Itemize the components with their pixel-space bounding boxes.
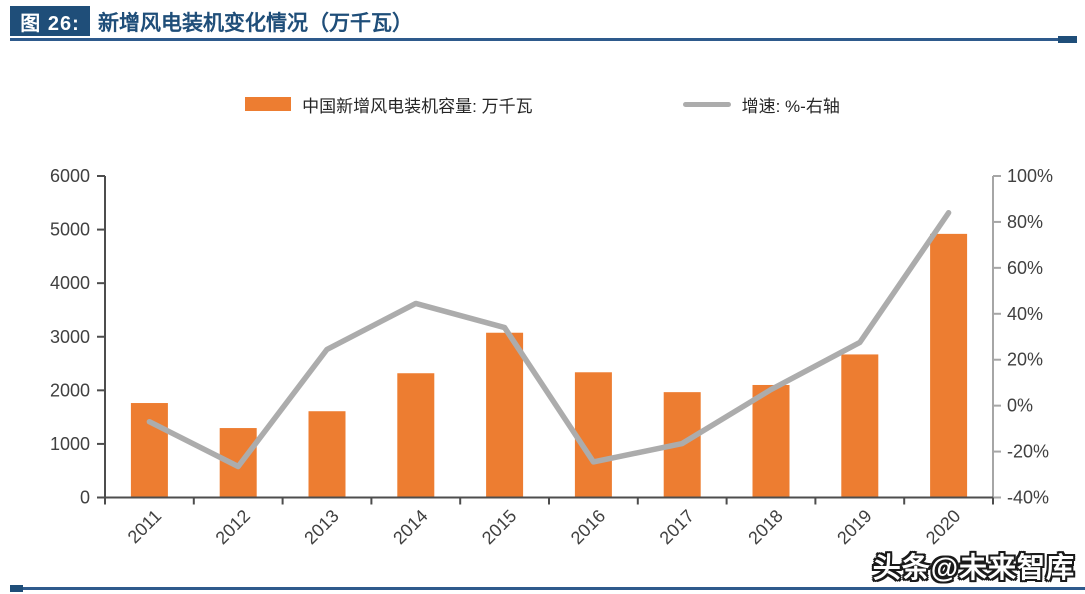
bar-series-swatch-icon <box>245 97 292 111</box>
bar-2018 <box>752 384 790 498</box>
right-axis-tick-label: 60% <box>1007 258 1043 278</box>
x-axis-label-2011: 2011 <box>124 506 166 548</box>
right-axis-tick-label: 100% <box>1007 166 1053 186</box>
left-axis-tick-label: 1000 <box>50 434 90 454</box>
bar-2016 <box>574 372 612 498</box>
left-axis-tick-label: 3000 <box>50 327 90 347</box>
right-axis-tick-label: 40% <box>1007 304 1043 324</box>
footer-rule <box>10 587 1085 590</box>
bar-2020 <box>930 233 968 498</box>
left-axis-tick-label: 2000 <box>50 380 90 400</box>
header-rule-tab <box>1058 36 1077 43</box>
bar-2011 <box>130 403 168 498</box>
header-rule <box>10 38 1077 41</box>
figure-number-label: 图 26: <box>20 12 80 35</box>
bar-2014 <box>397 373 435 498</box>
bar-series-label: 中国新增风电装机容量: 万千瓦 <box>302 96 533 116</box>
right-axis-tick-label: -40% <box>1007 488 1049 508</box>
growth-line <box>146 209 952 470</box>
x-axis-label-2020: 2020 <box>922 506 964 548</box>
footer-rule-tab <box>10 585 23 592</box>
figure-title: 新增风电装机变化情况（万千瓦） <box>98 12 413 35</box>
bar-2015 <box>486 332 524 498</box>
bar-2013 <box>308 411 346 498</box>
left-axis-tick-label: 6000 <box>50 166 90 186</box>
right-axis-tick-label: -20% <box>1007 442 1049 462</box>
x-axis-label-2014: 2014 <box>389 506 431 548</box>
x-axis-label-2016: 2016 <box>567 506 609 548</box>
x-axis-label-2015: 2015 <box>478 506 520 548</box>
left-axis-tick-label: 0 <box>80 488 90 508</box>
x-axis-label-2018: 2018 <box>744 506 786 548</box>
x-axis-label-2013: 2013 <box>300 506 342 548</box>
legend-item-bar: 中国新增风电装机容量: 万千瓦 <box>245 92 533 117</box>
bar-2019 <box>841 354 879 498</box>
figure-number-box: 图 26: <box>10 6 90 36</box>
line-series-label: 增速: %-右轴 <box>741 96 840 116</box>
x-axis-label-2019: 2019 <box>833 506 875 548</box>
x-axis-label-2012: 2012 <box>212 506 254 548</box>
legend-item-line: 增速: %-右轴 <box>682 92 840 117</box>
left-axis-tick-label: 4000 <box>50 273 90 293</box>
right-axis-tick-label: 0% <box>1007 396 1033 416</box>
watermark: 头条@未来智库 <box>872 552 1075 583</box>
chart-legend: 中国新增风电装机容量: 万千瓦 增速: %-右轴 <box>0 92 1085 116</box>
x-axis-label-2017: 2017 <box>656 506 698 548</box>
figure-header: 图 26: 新增风电装机变化情况（万千瓦） <box>0 0 1085 44</box>
left-axis-tick-label: 5000 <box>50 220 90 240</box>
right-axis-tick-label: 80% <box>1007 212 1043 232</box>
right-axis-tick-label: 20% <box>1007 350 1043 370</box>
line-series-swatch-icon <box>682 101 731 107</box>
